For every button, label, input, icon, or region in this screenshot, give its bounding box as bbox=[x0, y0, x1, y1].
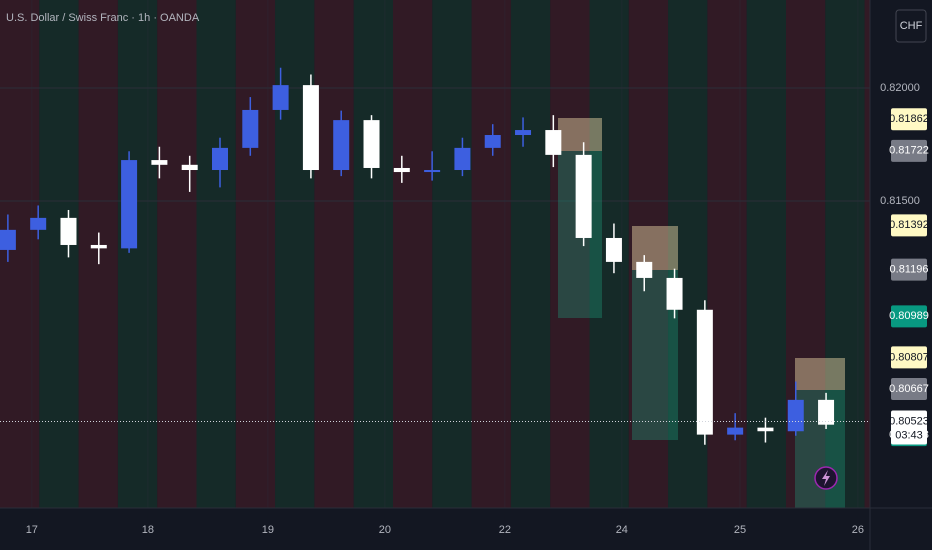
chart-title: U.S. Dollar / Swiss Franc · 1h · OANDA bbox=[6, 12, 200, 24]
candle-body bbox=[212, 147, 228, 171]
y-tick-label: 0.81500 bbox=[880, 195, 920, 207]
price-label: 0.81862 bbox=[889, 113, 929, 125]
candle-body bbox=[515, 130, 532, 136]
session-stripe bbox=[510, 0, 551, 508]
countdown: 03:43 bbox=[895, 429, 923, 441]
session-stripe bbox=[275, 0, 315, 508]
candle-body bbox=[727, 427, 744, 435]
candle-body bbox=[121, 160, 138, 249]
last-price-bg bbox=[891, 410, 927, 445]
last-price-label: 0.80523 bbox=[889, 415, 929, 427]
session-stripe bbox=[314, 0, 354, 508]
candle-body bbox=[151, 160, 168, 165]
candle-body bbox=[333, 120, 350, 171]
session-stripe bbox=[117, 0, 158, 508]
x-tick-label: 20 bbox=[379, 524, 391, 536]
currency-button[interactable] bbox=[895, 9, 927, 43]
candle-body bbox=[757, 427, 774, 432]
session-stripe bbox=[864, 0, 870, 508]
x-tick-label: 18 bbox=[142, 524, 154, 536]
x-tick-label: 25 bbox=[734, 524, 746, 536]
labels: 0.82000 0.81500 17 18 19 20 22 24 25 26 0.81862 0.8… bbox=[26, 82, 929, 536]
price-label-bg bbox=[891, 305, 927, 328]
stop-zone bbox=[558, 118, 602, 151]
session-stripe bbox=[746, 0, 786, 508]
price-label: 0.80667 bbox=[889, 383, 929, 395]
session-stripe bbox=[432, 0, 472, 508]
candle-body bbox=[424, 170, 441, 173]
session-stripe bbox=[157, 0, 197, 508]
x-tick-label: 19 bbox=[262, 524, 274, 536]
candle-body bbox=[302, 85, 319, 171]
alert-icon[interactable] bbox=[814, 466, 838, 490]
x-tick-label: 17 bbox=[26, 524, 38, 536]
candle-body bbox=[272, 85, 289, 110]
candle-body bbox=[0, 229, 16, 250]
price-label: 0.80807 bbox=[889, 351, 929, 363]
session-stripe bbox=[628, 0, 669, 508]
price-label: 0.80989 bbox=[889, 310, 929, 322]
alert-bolt[interactable] bbox=[822, 470, 830, 486]
x-tick-label: 22 bbox=[499, 524, 511, 536]
candle-body bbox=[181, 164, 198, 171]
price-label-bg bbox=[891, 346, 927, 369]
candle-body bbox=[666, 277, 683, 310]
session-stripe bbox=[196, 0, 236, 508]
candle-body bbox=[363, 120, 380, 168]
price-label: 0.81722 bbox=[889, 145, 929, 157]
time-axis bbox=[0, 508, 870, 550]
session-stripe bbox=[707, 0, 747, 508]
price-label-bg bbox=[891, 378, 927, 401]
candle-body bbox=[575, 154, 592, 238]
session-stripe bbox=[550, 0, 590, 508]
stop-zone bbox=[795, 358, 845, 390]
candle-body bbox=[454, 147, 471, 171]
candle-body bbox=[605, 237, 622, 262]
price-label: 0.81392 bbox=[889, 219, 929, 231]
price-label-bg bbox=[891, 139, 927, 162]
price-label-bg bbox=[891, 108, 927, 131]
currency-label[interactable]: CHF bbox=[900, 20, 923, 32]
session-stripe bbox=[235, 0, 276, 508]
candle-body bbox=[60, 217, 77, 245]
session-stripes bbox=[0, 0, 870, 508]
candle-body bbox=[30, 217, 47, 230]
price-label: 0.81196 bbox=[890, 263, 929, 275]
session-stripe bbox=[0, 0, 40, 508]
candle-body bbox=[696, 309, 713, 435]
candle-body bbox=[90, 244, 107, 249]
candle-body bbox=[636, 261, 653, 278]
candle-body bbox=[242, 109, 259, 148]
session-stripe bbox=[39, 0, 79, 508]
candle-body bbox=[484, 135, 501, 148]
candle-body bbox=[545, 130, 562, 155]
x-tick-label: 24 bbox=[616, 524, 628, 536]
session-stripe bbox=[471, 0, 511, 508]
candle-body bbox=[787, 399, 804, 432]
candles bbox=[0, 67, 870, 445]
candle-body bbox=[818, 399, 835, 425]
candle-body bbox=[393, 167, 410, 173]
x-tick-label: 26 bbox=[852, 524, 864, 536]
price-label-bg bbox=[891, 214, 927, 237]
session-stripe bbox=[353, 0, 393, 508]
price-label-bg bbox=[891, 258, 927, 281]
session-stripe bbox=[393, 0, 433, 508]
y-tick-label: 0.82000 bbox=[880, 82, 920, 94]
